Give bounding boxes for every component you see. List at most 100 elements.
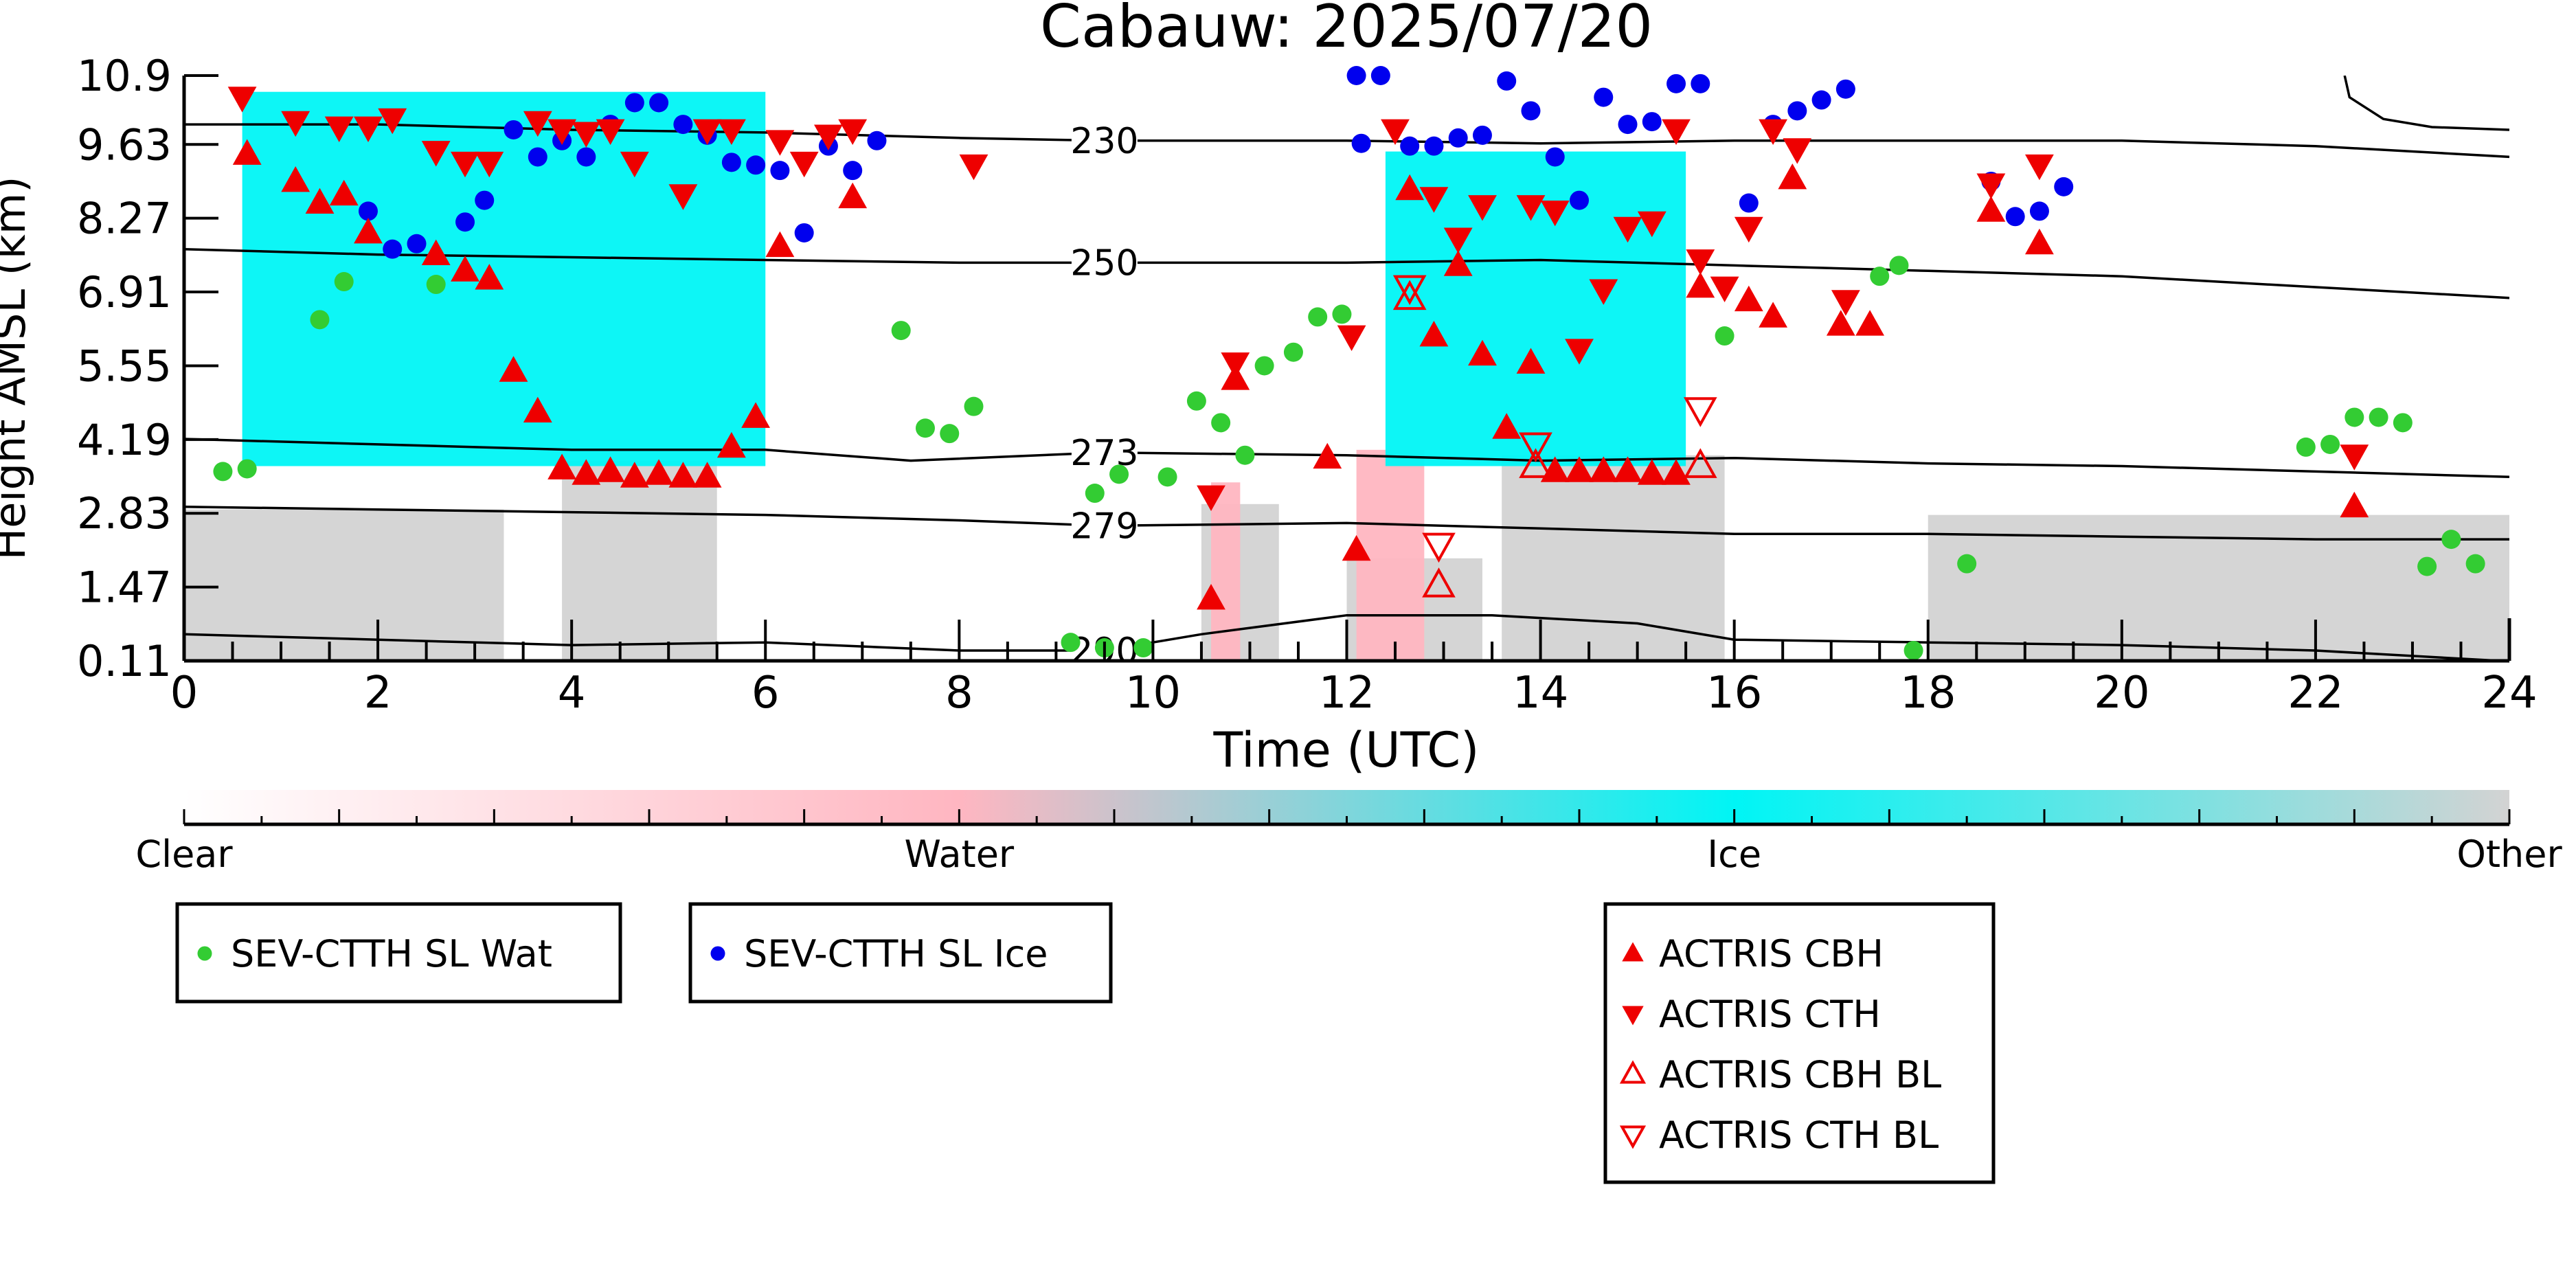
x-tick-label: 22 [2287,668,2343,719]
sev-ctth-sl-ice-point [1691,74,1710,93]
actris-cbh-bl-point [1683,448,1717,478]
colorbar-ticks: Clear Water Ice Other [135,809,2562,876]
actris-cbh-point [1313,442,1342,469]
actris-cth-point [1516,195,1546,221]
actris-cth-point [668,184,698,210]
actris-cth-point [1337,325,1366,351]
sev-ctth-sl-ice-point [1835,79,1855,99]
actris-cbh-point [1759,302,1787,328]
actris-cbh-bl-point [1422,567,1456,598]
sev-ctth-sl-ice-point [1448,128,1468,148]
isotherm-label-bg [1071,245,1138,280]
isotherm-line [184,505,2509,541]
sev-ctth-sl-wat-point [213,462,233,482]
actris-cth-bl-point [1519,432,1552,462]
actris-cbh-point [1662,459,1691,485]
x-tick-label: 18 [1900,668,1956,719]
actris-cbh-point [281,166,310,192]
x-tick-label: 24 [2481,668,2537,719]
actris-cbh-point [2340,491,2369,518]
actris-cth-point [838,119,868,145]
sev-ctth-sl-wat-point [1235,445,1255,465]
actris-cbh-point [1468,339,1497,366]
x-tick-label: 2 [364,668,392,719]
sev-ctth-sl-wat-point [2320,434,2340,454]
sev-ctth-sl-ice-point [1497,71,1517,91]
actris-cth-point [572,122,601,148]
colorbar-label: Clear [135,833,233,876]
actris-cbh-point [717,431,746,458]
legend-frame [175,902,622,1004]
x-axis-label: Time (UTC) [1213,722,1480,778]
isotherm-label: 230 [1070,121,1138,162]
sev-ctth-sl-ice-point [624,93,644,113]
sev-ctth-sl-ice-point [1424,136,1444,156]
sev-ctth-sl-ice-point [1570,190,1589,210]
legend-box-3: ACTRIS CBH ACTRIS CTH ACTRIS CBH BL ACTRIS … [1603,902,1996,1184]
legend-frame [1603,902,1996,1184]
sev-ctth-sl-wat-point [1308,307,1328,327]
actris-cbh-bl-point [1392,280,1427,310]
actris-cth-bl-point [1392,275,1427,306]
actris-cbh-point [2025,228,2054,255]
actris-cbh-point [1637,459,1667,485]
actris-cth-point [1381,119,1410,145]
sev-ctth-sl-ice-point [576,147,596,167]
cloud-type-regions [184,91,2509,661]
actris-cth-point [1783,138,1812,164]
sev-ctth-sl-ice-point [1618,115,1638,135]
sev-ctth-sl-wat-point [1870,267,1890,286]
y-axis-label: Height AMSL (km) [0,177,35,561]
sev-ctth-sl-ice-point [770,161,790,181]
actris-cbh-point [475,264,504,290]
legend-label: ACTRIS CBH BL [1659,1053,1941,1096]
chart-title: Cabauw: 2025/07/20 [1040,0,1653,61]
actris-cbh-point [765,231,795,258]
sev-ctth-sl-ice-point [504,120,523,139]
sev-ctth-sl-ice-point [2029,201,2049,221]
isotherm-line [184,247,2509,300]
actris-cth-point [1565,339,1594,365]
sev-ctth-sl-ice-point [746,155,766,175]
legend-label: SEV-CTTH SL Wat [231,932,552,975]
actris-cbh-point [421,239,451,265]
actris-cbh-point [305,188,335,214]
sev-ctth-sl-wat-point [1085,484,1105,504]
sev-ctth-sl-ice-point [2054,177,2074,196]
sev-ctth-sl-ice-point [1739,193,1759,213]
region-other [1502,455,1725,661]
region-water [1211,482,1241,661]
sev-ctth-sl-ice-point [843,161,863,181]
sev-ctth-sl-ice-point [1370,66,1390,85]
actris-cbh-point [1565,456,1594,482]
actris-cbh-point [523,396,552,422]
sev-ctth-sl-ice-point [358,201,378,221]
actris-cth-point [475,151,504,178]
sev-ctth-sl-ice-point [528,147,547,167]
actris-cth-point [1686,249,1715,275]
sev-ctth-sl-wat-point [1186,391,1206,411]
sev-ctth-sl-wat-point [891,321,911,341]
x-tick-marks: 0 2 4 6 8 10 12 14 16 18 20 22 24 [170,620,2538,719]
sev-ctth-sl-ice-point [1346,66,1366,85]
legend-label: SEV-CTTH SL Ice [744,932,1048,975]
actris-cth-point [1976,173,2006,199]
actris-cbh-point [1734,285,1763,312]
actris-cth-point [959,154,988,181]
actris-cth-point [354,116,383,142]
actris-cth-point [789,151,819,178]
sev-ctth-sl-wat-point [310,310,330,330]
actris-cbh-point [1826,310,1855,336]
x-tick-label: 6 [752,668,780,719]
sev-ctth-sl-wat-point [1133,638,1153,658]
actris-cth-point [1540,201,1570,227]
actris-cth-point [1197,485,1225,511]
sev-ctth-sl-ice-point [649,93,669,113]
legend-marker [1619,1125,1647,1149]
y-tick-label: 8.27 [77,194,172,244]
actris-cbh-point [1197,584,1225,610]
sev-ctth-sl-wat-point [1903,640,1923,660]
legend-marker [1619,1060,1647,1084]
actris-cth-point [1637,211,1667,238]
y-tick-label: 4.19 [77,415,172,465]
